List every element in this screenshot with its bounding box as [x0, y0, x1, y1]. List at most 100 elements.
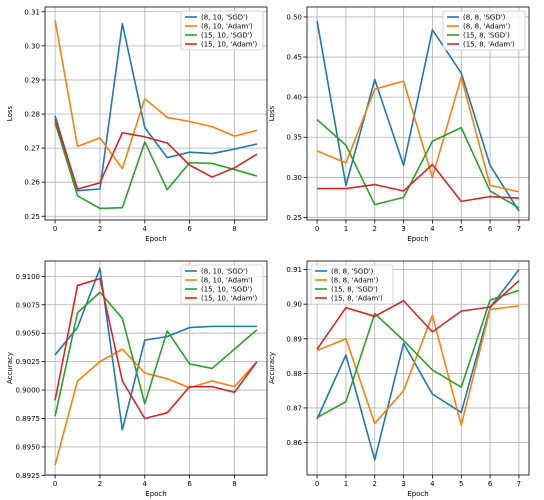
legend-entry: (15, 10, 'Adam') [201, 41, 258, 49]
x-axis-label: Epoch [145, 490, 166, 498]
y-tick-label: 0.25 [24, 213, 40, 221]
x-tick-label: 1 [344, 480, 348, 488]
y-tick-label: 0.89 [286, 335, 302, 343]
y-tick-label: 0.31 [24, 8, 40, 16]
y-tick-label: 0.87 [286, 404, 302, 412]
series-line-1 [316, 269, 520, 461]
series-line-4 [316, 280, 520, 350]
y-tick-label: 0.50 [286, 13, 302, 21]
y-tick-label: 0.9075 [16, 301, 41, 309]
y-tick-label: 0.8950 [16, 443, 41, 451]
x-tick-label: 5 [459, 225, 463, 233]
x-tick-label: 0 [315, 480, 319, 488]
series-line-4 [54, 118, 258, 190]
y-tick-label: 0.9100 [16, 273, 41, 281]
y-tick-label: 0.35 [286, 134, 302, 142]
legend-entry: (8, 10, 'SGD') [201, 268, 248, 276]
axes-frame [306, 6, 530, 221]
legend-entry: (15, 10, 'SGD') [201, 286, 253, 294]
x-tick-label: 7 [517, 225, 521, 233]
legend-entry: (8, 10, 'Adam') [201, 23, 253, 31]
axes-frame [44, 260, 268, 476]
y-tick-label: 0.8925 [16, 472, 41, 480]
x-tick-label: 4 [143, 480, 148, 488]
axes-frame [44, 6, 268, 221]
x-tick-label: 0 [53, 480, 57, 488]
x-tick-label: 6 [187, 480, 192, 488]
legend: (8, 8, 'SGD')(8, 8, 'Adam')(15, 8, 'SGD'… [442, 10, 526, 51]
x-axis-label: Epoch [407, 235, 428, 243]
series-line-1 [54, 267, 257, 431]
y-tick-label: 0.91 [286, 266, 302, 274]
x-tick-label: 6 [488, 480, 493, 488]
y-tick-label: 0.29 [24, 76, 40, 84]
legend-entry: (15, 10, 'Adam') [201, 295, 258, 303]
x-tick-label: 6 [488, 225, 493, 233]
y-tick-label: 0.9025 [16, 358, 41, 366]
legend-entry: (8, 8, 'SGD') [331, 268, 374, 276]
y-tick-label: 0.27 [24, 145, 40, 153]
series-line-1 [54, 22, 258, 192]
x-tick-label: 2 [98, 480, 102, 488]
legend-box [180, 264, 264, 305]
series-line-4 [317, 163, 519, 203]
x-tick-label: 7 [517, 480, 521, 488]
x-tick-label: 4 [430, 225, 435, 233]
y-tick-label: 0.30 [24, 42, 40, 50]
legend-box [442, 10, 526, 51]
x-tick-label: 3 [401, 225, 405, 233]
chart-panel-2: 0 1 2 3 4 5 6 7 0.25 0.30 0.35 0.40 0.45 0.50 Epoch Los… [268, 6, 530, 243]
x-tick-label: 2 [373, 225, 377, 233]
x-tick-label: 2 [373, 480, 377, 488]
x-tick-label: 8 [232, 480, 236, 488]
legend-entry: (15, 10, 'SGD') [201, 32, 253, 40]
legend-entry: (15, 8, 'Adam') [463, 41, 515, 49]
y-axis-label: Accuracy [6, 352, 14, 384]
x-tick-label: 4 [143, 225, 148, 233]
legend-entry: (8, 8, 'Adam') [463, 23, 511, 31]
y-tick-label: 0.9050 [16, 330, 41, 338]
chart-panel-3: 0 2 4 6 8 0.8925 0.8950 0.8975 0.9000 0.9025 0.905… [6, 260, 268, 498]
x-tick-label: 3 [401, 480, 405, 488]
legend-entry: (8, 8, 'SGD') [463, 14, 506, 22]
series-line-3 [54, 291, 258, 417]
legend-entry: (8, 10, 'SGD') [201, 14, 248, 22]
x-axis-label: Epoch [407, 490, 428, 498]
axes-frame [306, 260, 530, 476]
x-tick-label: 6 [187, 225, 192, 233]
x-tick-label: 2 [98, 225, 102, 233]
series-line-3 [54, 122, 258, 210]
x-tick-label: 1 [344, 225, 348, 233]
series-line-3 [316, 118, 520, 209]
legend-entry: (15, 8, 'SGD') [463, 32, 510, 40]
series-line-3 [316, 289, 520, 419]
legend-entry: (8, 8, 'Adam') [331, 277, 379, 285]
y-tick-label: 0.28 [24, 111, 40, 119]
y-axis-label: Loss [268, 105, 276, 121]
y-tick-label: 0.86 [286, 439, 302, 447]
legend: (8, 10, 'SGD')(8, 10, 'Adam')(15, 10, 'S… [180, 264, 264, 305]
x-tick-label: 4 [430, 480, 435, 488]
x-tick-label: 0 [53, 225, 57, 233]
y-tick-label: 0.30 [286, 174, 302, 182]
series-line-2 [316, 76, 520, 193]
legend-entry: (8, 10, 'Adam') [201, 277, 253, 285]
y-tick-label: 0.9000 [16, 387, 41, 395]
x-tick-label: 8 [232, 225, 236, 233]
y-tick-label: 0.8975 [16, 415, 41, 423]
x-axis-label: Epoch [145, 235, 166, 243]
x-tick-label: 0 [315, 225, 319, 233]
y-axis-label: Accuracy [268, 352, 276, 384]
chart-panel-1: 0 2 4 6 8 0.25 0.26 0.27 0.28 0.29 0.30 0.31 Epoch Lo… [6, 6, 268, 243]
y-tick-label: 0.45 [286, 54, 302, 62]
legend-box [180, 10, 264, 51]
chart-panel-4: 0 1 2 3 4 5 6 7 0.86 0.87 0.88 0.89 0.90 0.91 Epoch Acc… [268, 260, 530, 498]
series-line-1 [316, 20, 520, 212]
series-line-2 [54, 348, 258, 466]
y-tick-label: 0.26 [24, 179, 40, 187]
y-tick-label: 0.25 [286, 214, 302, 222]
y-tick-label: 0.88 [286, 370, 302, 378]
y-axis-label: Loss [6, 105, 14, 121]
legend-entry: (15, 8, 'SGD') [331, 286, 378, 294]
